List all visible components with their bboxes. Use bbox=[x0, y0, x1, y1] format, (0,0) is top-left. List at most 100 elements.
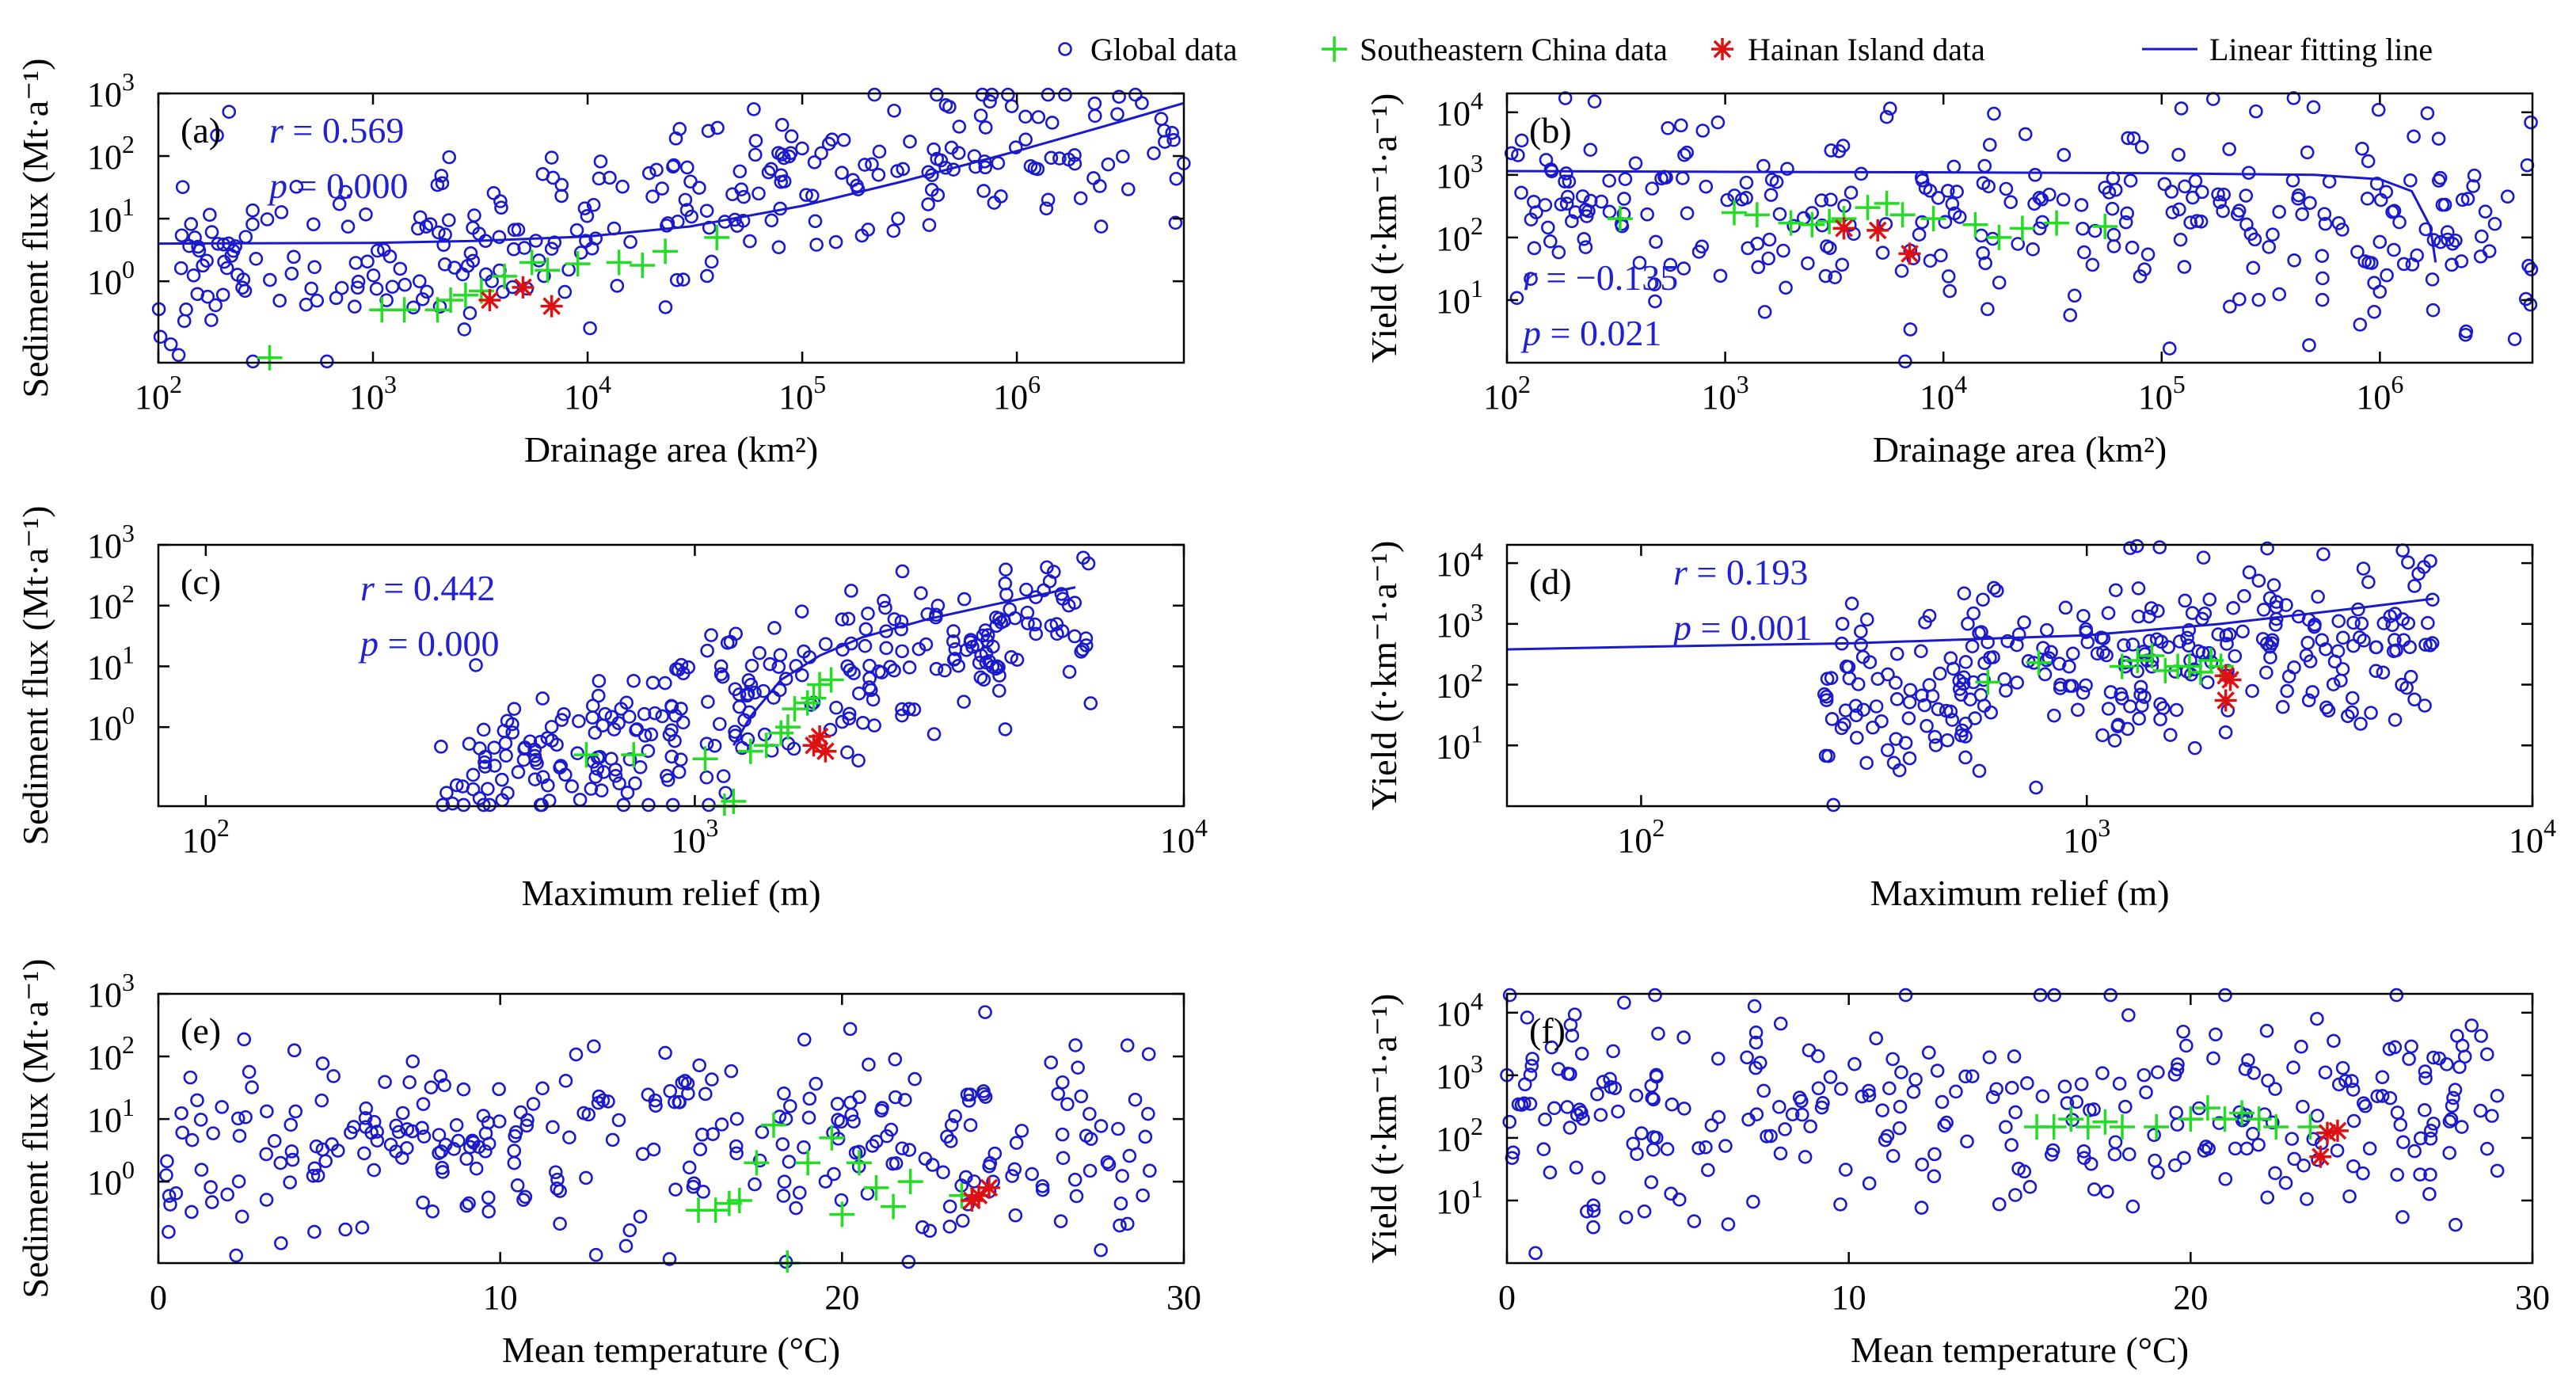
global-data-point bbox=[633, 1209, 648, 1224]
global-data-point bbox=[1989, 584, 2004, 598]
global-data-point bbox=[1004, 650, 1018, 664]
global-data-point bbox=[2198, 1140, 2213, 1154]
global-data-point bbox=[1917, 698, 1932, 713]
global-data-point bbox=[234, 1209, 249, 1224]
global-data-point bbox=[860, 1186, 875, 1201]
global-data-point bbox=[1902, 695, 1917, 710]
southeastern-data-point bbox=[721, 788, 747, 814]
global-data-point bbox=[1835, 257, 1850, 272]
southeastern-data-point bbox=[761, 1112, 786, 1138]
southeastern-data-point bbox=[2178, 1106, 2204, 1132]
global-data-point bbox=[944, 1117, 959, 1132]
global-data-point bbox=[1136, 1188, 1150, 1203]
global-data-point bbox=[699, 770, 714, 785]
global-data-point bbox=[466, 767, 481, 782]
southeastern-data-point bbox=[1322, 36, 1347, 62]
southeastern-data-point bbox=[1975, 669, 2001, 695]
global-data-point bbox=[1169, 171, 1184, 186]
global-data-point bbox=[1056, 1151, 1071, 1166]
global-data-point bbox=[2205, 92, 2220, 106]
global-data-point bbox=[1570, 1108, 1585, 1122]
global-data-point bbox=[2369, 664, 2384, 679]
global-data-point bbox=[2103, 685, 2118, 699]
global-data-point bbox=[1756, 1083, 1771, 1098]
global-data-point bbox=[1844, 185, 1859, 200]
global-data-point bbox=[481, 1190, 496, 1205]
global-data-point bbox=[1008, 140, 1023, 154]
global-data-point bbox=[2195, 185, 2209, 200]
global-data-point bbox=[655, 181, 669, 196]
global-data-point bbox=[476, 797, 491, 812]
global-data-point bbox=[573, 793, 588, 807]
global-data-point bbox=[1976, 176, 1991, 191]
global-data-point bbox=[701, 694, 715, 710]
global-data-point bbox=[665, 797, 680, 812]
global-data-point bbox=[2306, 1132, 2321, 1147]
global-data-point bbox=[406, 300, 420, 315]
global-data-point bbox=[1569, 1160, 1584, 1175]
global-data-point bbox=[469, 1161, 484, 1176]
global-data-point bbox=[2022, 1180, 2038, 1194]
significance-p: p = 0.000 bbox=[358, 623, 499, 664]
significance-p: p = 0.021 bbox=[1520, 313, 1661, 353]
global-data-point bbox=[2218, 1172, 2233, 1186]
global-data-point bbox=[1854, 637, 1868, 653]
hainan-data-point bbox=[1832, 217, 1855, 240]
x-tick-label: 10 bbox=[1832, 1278, 1866, 1317]
global-data-point bbox=[610, 279, 625, 293]
southeastern-data-point bbox=[863, 1174, 889, 1201]
global-data-point bbox=[681, 1086, 695, 1101]
global-data-point bbox=[432, 1128, 447, 1142]
global-data-point bbox=[598, 706, 612, 721]
global-data-point bbox=[608, 762, 623, 777]
global-data-point bbox=[245, 217, 260, 231]
global-data-point bbox=[2149, 632, 2164, 647]
global-data-point bbox=[1003, 602, 1017, 617]
global-data-point bbox=[2079, 625, 2094, 639]
southeastern-data-point bbox=[753, 733, 779, 759]
global-data-point bbox=[611, 1113, 626, 1128]
global-data-point bbox=[1113, 1196, 1128, 1211]
legend: Global data Southeastern China data Hainan… bbox=[1058, 32, 2433, 67]
southeastern-data-point bbox=[257, 344, 283, 371]
global-data-point bbox=[1634, 1126, 1649, 1140]
global-data-point bbox=[2062, 679, 2077, 693]
global-data-point bbox=[1514, 133, 1529, 148]
southeastern-data-point bbox=[881, 1193, 907, 1220]
global-data-point bbox=[2407, 692, 2422, 707]
global-data-point bbox=[2380, 268, 2394, 283]
global-data-point bbox=[1894, 1065, 1908, 1079]
global-data-point bbox=[2315, 292, 2330, 307]
global-data-point bbox=[984, 87, 999, 102]
global-data-point bbox=[1762, 232, 1777, 247]
global-data-point bbox=[2410, 248, 2424, 263]
global-data-point bbox=[2114, 691, 2129, 706]
significance-p: p = 0.001 bbox=[1671, 607, 1812, 648]
global-data-point bbox=[533, 797, 548, 812]
global-data-point bbox=[1691, 1141, 1706, 1155]
global-data-point bbox=[680, 160, 694, 175]
global-data-point bbox=[413, 274, 427, 288]
global-data-point bbox=[784, 129, 799, 143]
global-data-point bbox=[1854, 166, 1869, 181]
linear-fitting-line bbox=[158, 101, 1185, 245]
global-data-point bbox=[648, 706, 662, 721]
global-data-point bbox=[887, 103, 901, 118]
global-data-point bbox=[283, 1175, 297, 1189]
global-data-point bbox=[553, 1216, 567, 1231]
global-data-point bbox=[2260, 1190, 2275, 1204]
global-data-point bbox=[2062, 659, 2076, 674]
global-data-point bbox=[1143, 1163, 1157, 1178]
global-data-point bbox=[2170, 1117, 2185, 1132]
global-data-point bbox=[2125, 1199, 2140, 1214]
global-data-point bbox=[1648, 294, 1662, 309]
global-data-point bbox=[618, 1239, 634, 1254]
global-data-point bbox=[1835, 616, 1850, 631]
global-data-point bbox=[1823, 1070, 1838, 1084]
southeastern-data-point bbox=[519, 249, 545, 276]
y-axis-label: Yield (t·km⁻¹·a⁻¹) bbox=[1364, 93, 1404, 363]
global-data-point bbox=[858, 622, 873, 637]
global-data-point bbox=[159, 1168, 173, 1182]
global-data-point bbox=[544, 242, 559, 256]
